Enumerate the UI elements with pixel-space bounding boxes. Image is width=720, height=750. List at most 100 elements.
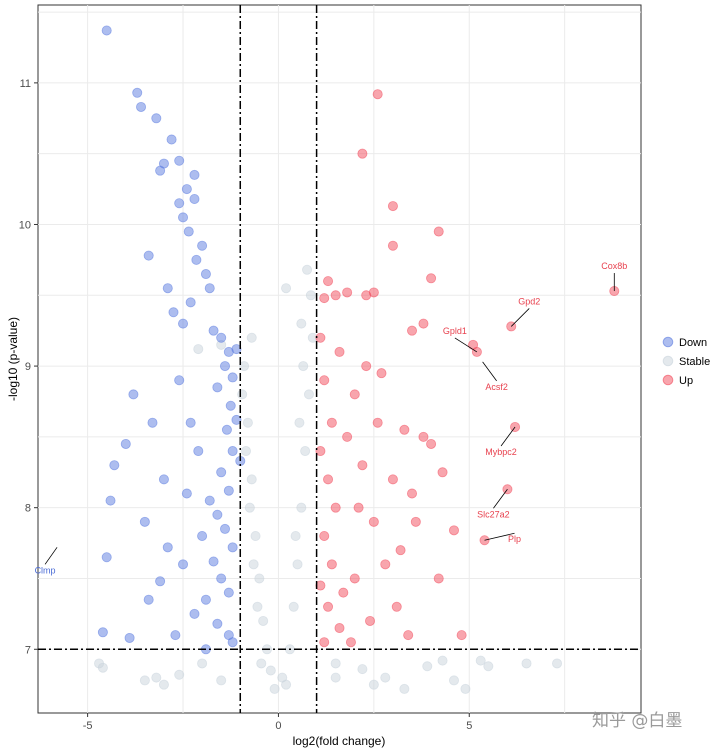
point-stable xyxy=(483,661,494,672)
annotation-label: Clmp xyxy=(35,565,56,575)
point-up xyxy=(345,637,356,648)
point-down xyxy=(227,446,238,457)
point-down xyxy=(189,193,200,204)
point-stable xyxy=(239,361,250,372)
point-up xyxy=(361,361,372,372)
y-tick-label: 11 xyxy=(20,78,31,90)
point-down xyxy=(197,240,208,251)
annotation-label: Gpd2 xyxy=(518,296,540,306)
gene-annotations: Cox8b Gpd2 Gpld1 Acsf2 Mybpc2 Slc27a2 Plp Clmp xyxy=(35,261,628,575)
point-up xyxy=(372,89,383,100)
data-points xyxy=(94,25,620,694)
point-up xyxy=(391,601,402,612)
point-down xyxy=(227,372,238,383)
point-stable xyxy=(300,446,311,457)
point-up xyxy=(376,368,387,379)
point-up xyxy=(349,573,360,584)
annotation-leader xyxy=(500,426,516,447)
point-stable xyxy=(521,658,532,669)
point-stable xyxy=(302,264,313,275)
point-stable xyxy=(252,601,263,612)
point-up xyxy=(426,273,437,284)
point-up xyxy=(315,332,326,343)
point-down xyxy=(147,417,158,428)
point-down xyxy=(174,375,185,386)
point-down xyxy=(162,542,173,553)
point-up xyxy=(349,389,360,400)
point-down xyxy=(193,446,204,457)
point-stable xyxy=(296,318,307,329)
point-stable xyxy=(399,683,410,694)
point-up xyxy=(330,290,341,301)
point-down xyxy=(197,531,208,542)
point-down xyxy=(128,389,139,400)
point-stable xyxy=(237,389,248,400)
point-down xyxy=(200,594,211,605)
point-up xyxy=(319,531,330,542)
point-up xyxy=(418,431,429,442)
point-down xyxy=(120,438,131,449)
annotation-leader xyxy=(510,308,530,327)
point-down xyxy=(191,254,202,265)
annotation-leader xyxy=(44,547,58,565)
point-down xyxy=(225,400,236,411)
point-down xyxy=(223,485,234,496)
point-up xyxy=(315,580,326,591)
point-down xyxy=(174,198,185,209)
point-stable xyxy=(292,559,303,570)
point-stable xyxy=(305,290,316,301)
point-stable xyxy=(242,417,253,428)
point-down xyxy=(143,594,154,605)
point-down xyxy=(227,637,238,648)
point-stable xyxy=(248,559,259,570)
point-down xyxy=(189,608,200,619)
point-stable xyxy=(151,672,162,683)
annotation-label: Plp xyxy=(508,534,521,544)
point-stable xyxy=(357,664,368,675)
annotation-label: Cox8b xyxy=(601,261,627,271)
point-up xyxy=(319,375,330,386)
point-down xyxy=(97,627,108,638)
point-down xyxy=(208,325,219,336)
annotation-leader xyxy=(482,361,497,382)
point-up xyxy=(399,424,410,435)
point-stable xyxy=(246,332,257,343)
point-stable xyxy=(552,658,563,669)
legend-key-stable xyxy=(662,355,674,367)
point-up xyxy=(323,474,334,485)
point-up xyxy=(338,587,349,598)
point-down xyxy=(183,226,194,237)
plot-panel xyxy=(37,4,642,714)
y-tick-label: 10 xyxy=(19,219,31,231)
point-down xyxy=(178,559,189,570)
point-down xyxy=(143,250,154,261)
point-down xyxy=(231,414,242,425)
point-up xyxy=(342,287,353,298)
point-stable xyxy=(254,573,265,584)
point-down xyxy=(124,632,135,643)
point-stable xyxy=(244,502,255,513)
point-up xyxy=(368,287,379,298)
point-up xyxy=(315,446,326,457)
legend-label-up: Up xyxy=(679,375,693,387)
legend: Down Stable Up xyxy=(662,336,710,387)
point-down xyxy=(132,87,143,98)
point-down xyxy=(178,318,189,329)
y-tick-label: 8 xyxy=(25,503,31,515)
point-stable xyxy=(380,672,391,683)
point-down xyxy=(212,509,223,520)
point-up xyxy=(387,240,398,251)
point-stable xyxy=(330,658,341,669)
point-stable xyxy=(265,665,276,676)
point-stable xyxy=(290,531,301,542)
point-down xyxy=(185,297,196,308)
point-down xyxy=(221,424,232,435)
point-up xyxy=(372,417,383,428)
point-stable xyxy=(281,679,292,690)
point-up xyxy=(387,201,398,212)
axis-ticks: -5 0 5 7 8 9 10 11 xyxy=(19,78,473,732)
point-up xyxy=(319,293,330,304)
point-down xyxy=(223,587,234,598)
x-tick-label: 5 xyxy=(466,720,472,732)
